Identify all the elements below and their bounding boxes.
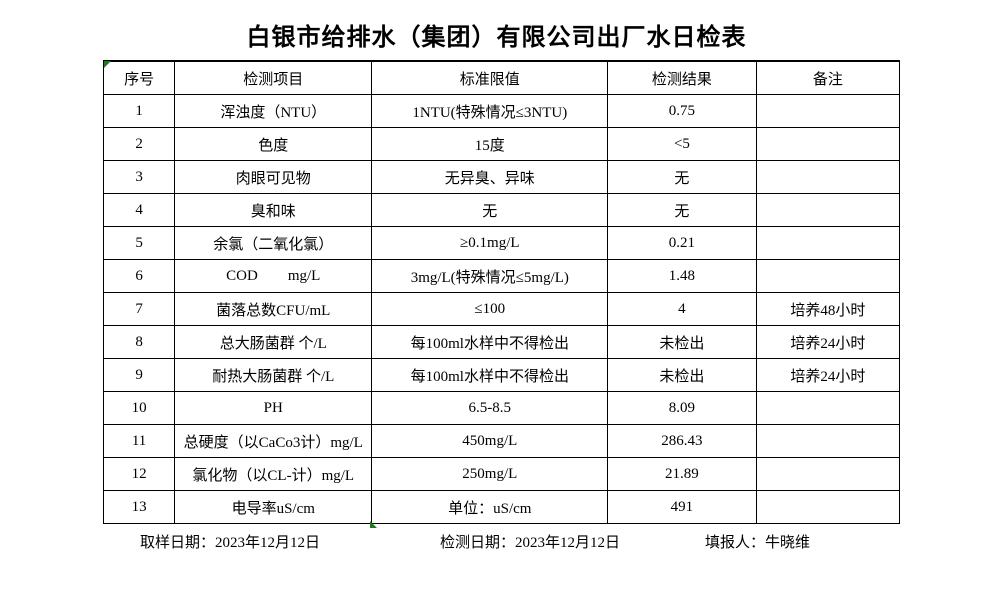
cell-item: 臭和味 <box>174 193 373 227</box>
cell-note <box>755 259 901 293</box>
cell-item: 余氯（二氧化氯） <box>174 226 373 260</box>
cell-item: 菌落总数CFU/mL <box>174 292 373 326</box>
cell-note <box>755 226 901 260</box>
cell-result: 无 <box>607 160 757 194</box>
cell-limit: 1NTU(特殊情况≤3NTU) <box>371 94 609 128</box>
cell-result: 0.75 <box>607 94 757 128</box>
cell-limit: 每100ml水样中不得检出 <box>371 325 609 359</box>
cell-limit: 450mg/L <box>371 424 609 458</box>
cell-result: 未检出 <box>607 325 757 359</box>
header-cell-note: 备注 <box>755 60 901 95</box>
excel-selection-marker-icon <box>370 521 377 528</box>
cell-no: 1 <box>102 94 176 128</box>
header-cell-item: 检测项目 <box>174 60 373 95</box>
table-row: 11 总硬度（以CaCo3计）mg/L 450mg/L 286.43 <box>102 424 901 458</box>
cell-item: PH <box>174 391 373 425</box>
cell-note <box>755 127 901 161</box>
cell-note: 培养48小时 <box>755 292 901 326</box>
cell-no: 7 <box>102 292 176 326</box>
cell-limit: 250mg/L <box>371 457 609 491</box>
header-cell-no: 序号 <box>102 60 176 95</box>
cell-limit: 无 <box>371 193 609 227</box>
table-row: 12 氯化物（以CL-计）mg/L 250mg/L 21.89 <box>102 457 901 491</box>
cell-no: 9 <box>102 358 176 392</box>
cell-result: 8.09 <box>607 391 757 425</box>
page-title: 白银市给排水（集团）有限公司出厂水日检表 <box>246 25 747 51</box>
cell-result: 4 <box>607 292 757 326</box>
cell-result: 0.21 <box>607 226 757 260</box>
cell-no: 12 <box>102 457 176 491</box>
cell-result: 491 <box>607 490 757 524</box>
cell-item: 总硬度（以CaCo3计）mg/L <box>174 424 373 458</box>
cell-result: 21.89 <box>607 457 757 491</box>
test-date: 检测日期：2023年12月12日 <box>440 535 621 551</box>
cell-no: 3 <box>102 160 176 194</box>
reporter: 填报人：牛晓维 <box>705 535 811 551</box>
cell-result: 无 <box>607 193 757 227</box>
cell-item: 肉眼可见物 <box>174 160 373 194</box>
table-row: 5 余氯（二氧化氯） ≥0.1mg/L 0.21 <box>102 226 901 260</box>
cell-no: 4 <box>102 193 176 227</box>
cell-note: 培养24小时 <box>755 325 901 359</box>
table-row: 4 臭和味 无 无 <box>102 193 901 227</box>
cell-limit: 3mg/L(特殊情况≤5mg/L) <box>371 259 609 293</box>
cell-no: 8 <box>102 325 176 359</box>
header-cell-result: 检测结果 <box>607 60 757 95</box>
cell-no: 10 <box>102 391 176 425</box>
cell-item: 耐热大肠菌群 个/L <box>174 358 373 392</box>
table-row: 13 电导率uS/cm 单位：uS/cm 491 <box>102 490 901 524</box>
cell-note <box>755 490 901 524</box>
cell-note <box>755 391 901 425</box>
cell-result: <5 <box>607 127 757 161</box>
cell-note: 培养24小时 <box>755 358 901 392</box>
cell-result: 未检出 <box>607 358 757 392</box>
cell-item: 电导率uS/cm <box>174 490 373 524</box>
sampling-date: 取样日期：2023年12月12日 <box>140 535 321 551</box>
cell-limit: 每100ml水样中不得检出 <box>371 358 609 392</box>
table-header-row: 序号 检测项目 标准限值 检测结果 备注 <box>102 60 901 95</box>
excel-corner-marker-icon <box>104 61 111 68</box>
cell-note <box>755 424 901 458</box>
cell-item: 氯化物（以CL-计）mg/L <box>174 457 373 491</box>
table-row: 6 COD mg/L 3mg/L(特殊情况≤5mg/L) 1.48 <box>102 259 901 293</box>
cell-limit: 15度 <box>371 127 609 161</box>
cell-item: COD mg/L <box>174 259 373 293</box>
table-row: 10 PH 6.5-8.5 8.09 <box>102 391 901 425</box>
cell-limit: ≤100 <box>371 292 609 326</box>
cell-note <box>755 457 901 491</box>
table-row: 9 耐热大肠菌群 个/L 每100ml水样中不得检出 未检出 培养24小时 <box>102 358 901 392</box>
table-row: 1 浑浊度（NTU） 1NTU(特殊情况≤3NTU) 0.75 <box>102 94 901 128</box>
header-cell-limit: 标准限值 <box>371 60 609 95</box>
inspection-table: 序号 检测项目 标准限值 检测结果 备注 1 浑浊度（NTU） 1NTU(特殊情… <box>102 60 901 524</box>
cell-no: 13 <box>102 490 176 524</box>
cell-item: 色度 <box>174 127 373 161</box>
cell-limit: ≥0.1mg/L <box>371 226 609 260</box>
table-row: 3 肉眼可见物 无异臭、异味 无 <box>102 160 901 194</box>
cell-no: 11 <box>102 424 176 458</box>
cell-note <box>755 94 901 128</box>
cell-item: 浑浊度（NTU） <box>174 94 373 128</box>
table-row: 8 总大肠菌群 个/L 每100ml水样中不得检出 未检出 培养24小时 <box>102 325 901 359</box>
cell-item: 总大肠菌群 个/L <box>174 325 373 359</box>
table-row: 2 色度 15度 <5 <box>102 127 901 161</box>
table-row: 7 菌落总数CFU/mL ≤100 4 培养48小时 <box>102 292 901 326</box>
cell-limit: 无异臭、异味 <box>371 160 609 194</box>
cell-no: 6 <box>102 259 176 293</box>
cell-result: 1.48 <box>607 259 757 293</box>
cell-limit: 单位：uS/cm <box>371 490 609 524</box>
cell-result: 286.43 <box>607 424 757 458</box>
cell-limit: 6.5-8.5 <box>371 391 609 425</box>
cell-note <box>755 160 901 194</box>
cell-no: 5 <box>102 226 176 260</box>
cell-no: 2 <box>102 127 176 161</box>
cell-note <box>755 193 901 227</box>
